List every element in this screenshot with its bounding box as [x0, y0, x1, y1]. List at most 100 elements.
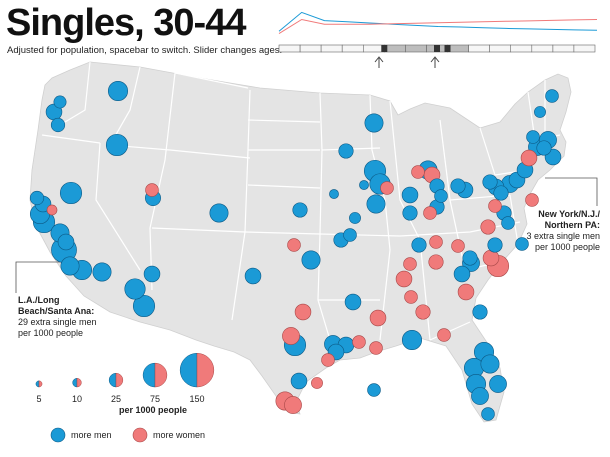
city-bubble-men[interactable]: [59, 181, 83, 205]
age-slider-segment[interactable]: [531, 44, 554, 53]
city-bubble-men[interactable]: [343, 228, 357, 242]
city-bubble-men[interactable]: [481, 407, 495, 421]
city-bubble-women[interactable]: [520, 149, 538, 167]
city-bubble-men[interactable]: [105, 133, 129, 157]
city-bubble-women[interactable]: [437, 328, 451, 342]
city-bubble-women[interactable]: [294, 303, 312, 321]
age-slider-segment[interactable]: [405, 44, 427, 53]
city-bubble-women[interactable]: [369, 309, 387, 327]
city-bubble-men[interactable]: [292, 202, 308, 218]
city-bubble-women[interactable]: [411, 165, 425, 179]
city-bubble-men[interactable]: [244, 267, 262, 285]
city-bubble-women[interactable]: [311, 377, 323, 389]
age-slider-track[interactable]: [278, 44, 596, 53]
city-bubble-women[interactable]: [287, 238, 301, 252]
city-bubble-men[interactable]: [471, 387, 489, 405]
city-bubble-men[interactable]: [107, 80, 129, 102]
age-slider-segment[interactable]: [341, 44, 364, 53]
city-bubble-women[interactable]: [525, 193, 539, 207]
city-bubble-women[interactable]: [428, 254, 444, 270]
age-slider-segment[interactable]: [468, 44, 491, 53]
city-bubble-men[interactable]: [124, 278, 146, 300]
slider-handle-left[interactable]: [374, 56, 384, 68]
city-bubble-women[interactable]: [488, 199, 502, 213]
city-bubble-men[interactable]: [526, 130, 540, 144]
age-slider-segment[interactable]: [510, 44, 533, 53]
city-bubble-men[interactable]: [411, 237, 427, 253]
slider-marker[interactable]: [444, 45, 451, 52]
city-bubble-women[interactable]: [423, 206, 437, 220]
city-bubble-women[interactable]: [369, 341, 383, 355]
city-bubble-men[interactable]: [53, 95, 67, 109]
city-bubble-women[interactable]: [415, 304, 431, 320]
city-bubble-women[interactable]: [395, 270, 413, 288]
city-bubble-men[interactable]: [143, 265, 161, 283]
slider-handle-right-icon[interactable]: [430, 56, 440, 68]
city-bubble-men[interactable]: [462, 250, 478, 266]
age-slider-segment[interactable]: [384, 44, 406, 53]
city-bubble-men[interactable]: [209, 203, 229, 223]
city-bubble-men[interactable]: [487, 237, 503, 253]
city-bubble-women[interactable]: [404, 290, 418, 304]
age-slider-segment[interactable]: [552, 44, 575, 53]
city-bubble-men[interactable]: [359, 180, 369, 190]
city-bubble-men[interactable]: [536, 140, 552, 156]
city-bubble-women[interactable]: [352, 335, 366, 349]
city-bubble-men[interactable]: [402, 205, 418, 221]
city-bubble-women[interactable]: [403, 257, 417, 271]
city-bubble-men[interactable]: [338, 143, 354, 159]
city-bubble-men[interactable]: [534, 106, 546, 118]
city-bubble-women[interactable]: [282, 327, 300, 345]
city-bubble-men[interactable]: [480, 354, 500, 374]
age-slider-segment[interactable]: [447, 44, 469, 53]
state-border: [389, 100, 421, 241]
age-slider[interactable]: [278, 44, 598, 68]
age-slider-segment[interactable]: [363, 44, 385, 53]
age-slider-segment[interactable]: [489, 44, 512, 53]
city-bubble-men[interactable]: [482, 174, 498, 190]
city-bubble-women[interactable]: [145, 183, 159, 197]
age-slider-segment[interactable]: [320, 44, 343, 53]
age-slider-segment[interactable]: [573, 44, 596, 53]
city-bubble-men[interactable]: [515, 237, 529, 251]
city-bubble-men[interactable]: [132, 294, 156, 318]
city-bubble-men[interactable]: [434, 189, 448, 203]
age-slider-segment[interactable]: [299, 44, 322, 53]
city-bubble-women[interactable]: [451, 239, 465, 253]
city-bubble-men[interactable]: [290, 372, 308, 390]
city-bubble-men[interactable]: [453, 265, 471, 283]
city-bubble-men[interactable]: [489, 375, 507, 393]
city-bubble-men[interactable]: [545, 89, 559, 103]
city-bubble-women[interactable]: [480, 219, 496, 235]
city-bubble-women[interactable]: [46, 204, 58, 216]
city-bubble-women[interactable]: [429, 235, 443, 249]
city-bubble-men[interactable]: [364, 113, 384, 133]
city-bubble-men[interactable]: [501, 216, 515, 230]
city-bubble-men[interactable]: [57, 233, 75, 251]
city-bubble-men[interactable]: [349, 212, 361, 224]
city-bubble-men[interactable]: [472, 304, 488, 320]
city-bubble-men[interactable]: [450, 178, 466, 194]
city-bubble-women[interactable]: [482, 249, 500, 267]
city-bubble-women[interactable]: [284, 396, 302, 414]
city-bubble-men[interactable]: [401, 186, 419, 204]
age-slider-segment[interactable]: [278, 44, 301, 53]
slider-handle-right[interactable]: [430, 56, 440, 68]
city-bubble-men[interactable]: [50, 117, 66, 133]
city-bubble-men[interactable]: [401, 329, 423, 351]
city-bubble-men[interactable]: [301, 250, 321, 270]
city-bubble-women[interactable]: [380, 181, 394, 195]
city-bubble-women[interactable]: [457, 283, 475, 301]
slider-handle-left-icon[interactable]: [374, 56, 384, 68]
slider-marker[interactable]: [381, 45, 388, 52]
city-bubble-men[interactable]: [29, 190, 45, 206]
city-bubble-men[interactable]: [92, 262, 112, 282]
city-bubble-men[interactable]: [366, 194, 386, 214]
city-bubble-men[interactable]: [329, 189, 339, 199]
city-bubble-men[interactable]: [493, 185, 509, 201]
city-bubble-men[interactable]: [60, 256, 80, 276]
city-bubble-men[interactable]: [367, 383, 381, 397]
city-bubble-women[interactable]: [321, 353, 335, 367]
city-bubble-men[interactable]: [344, 293, 362, 311]
slider-marker[interactable]: [434, 45, 440, 52]
